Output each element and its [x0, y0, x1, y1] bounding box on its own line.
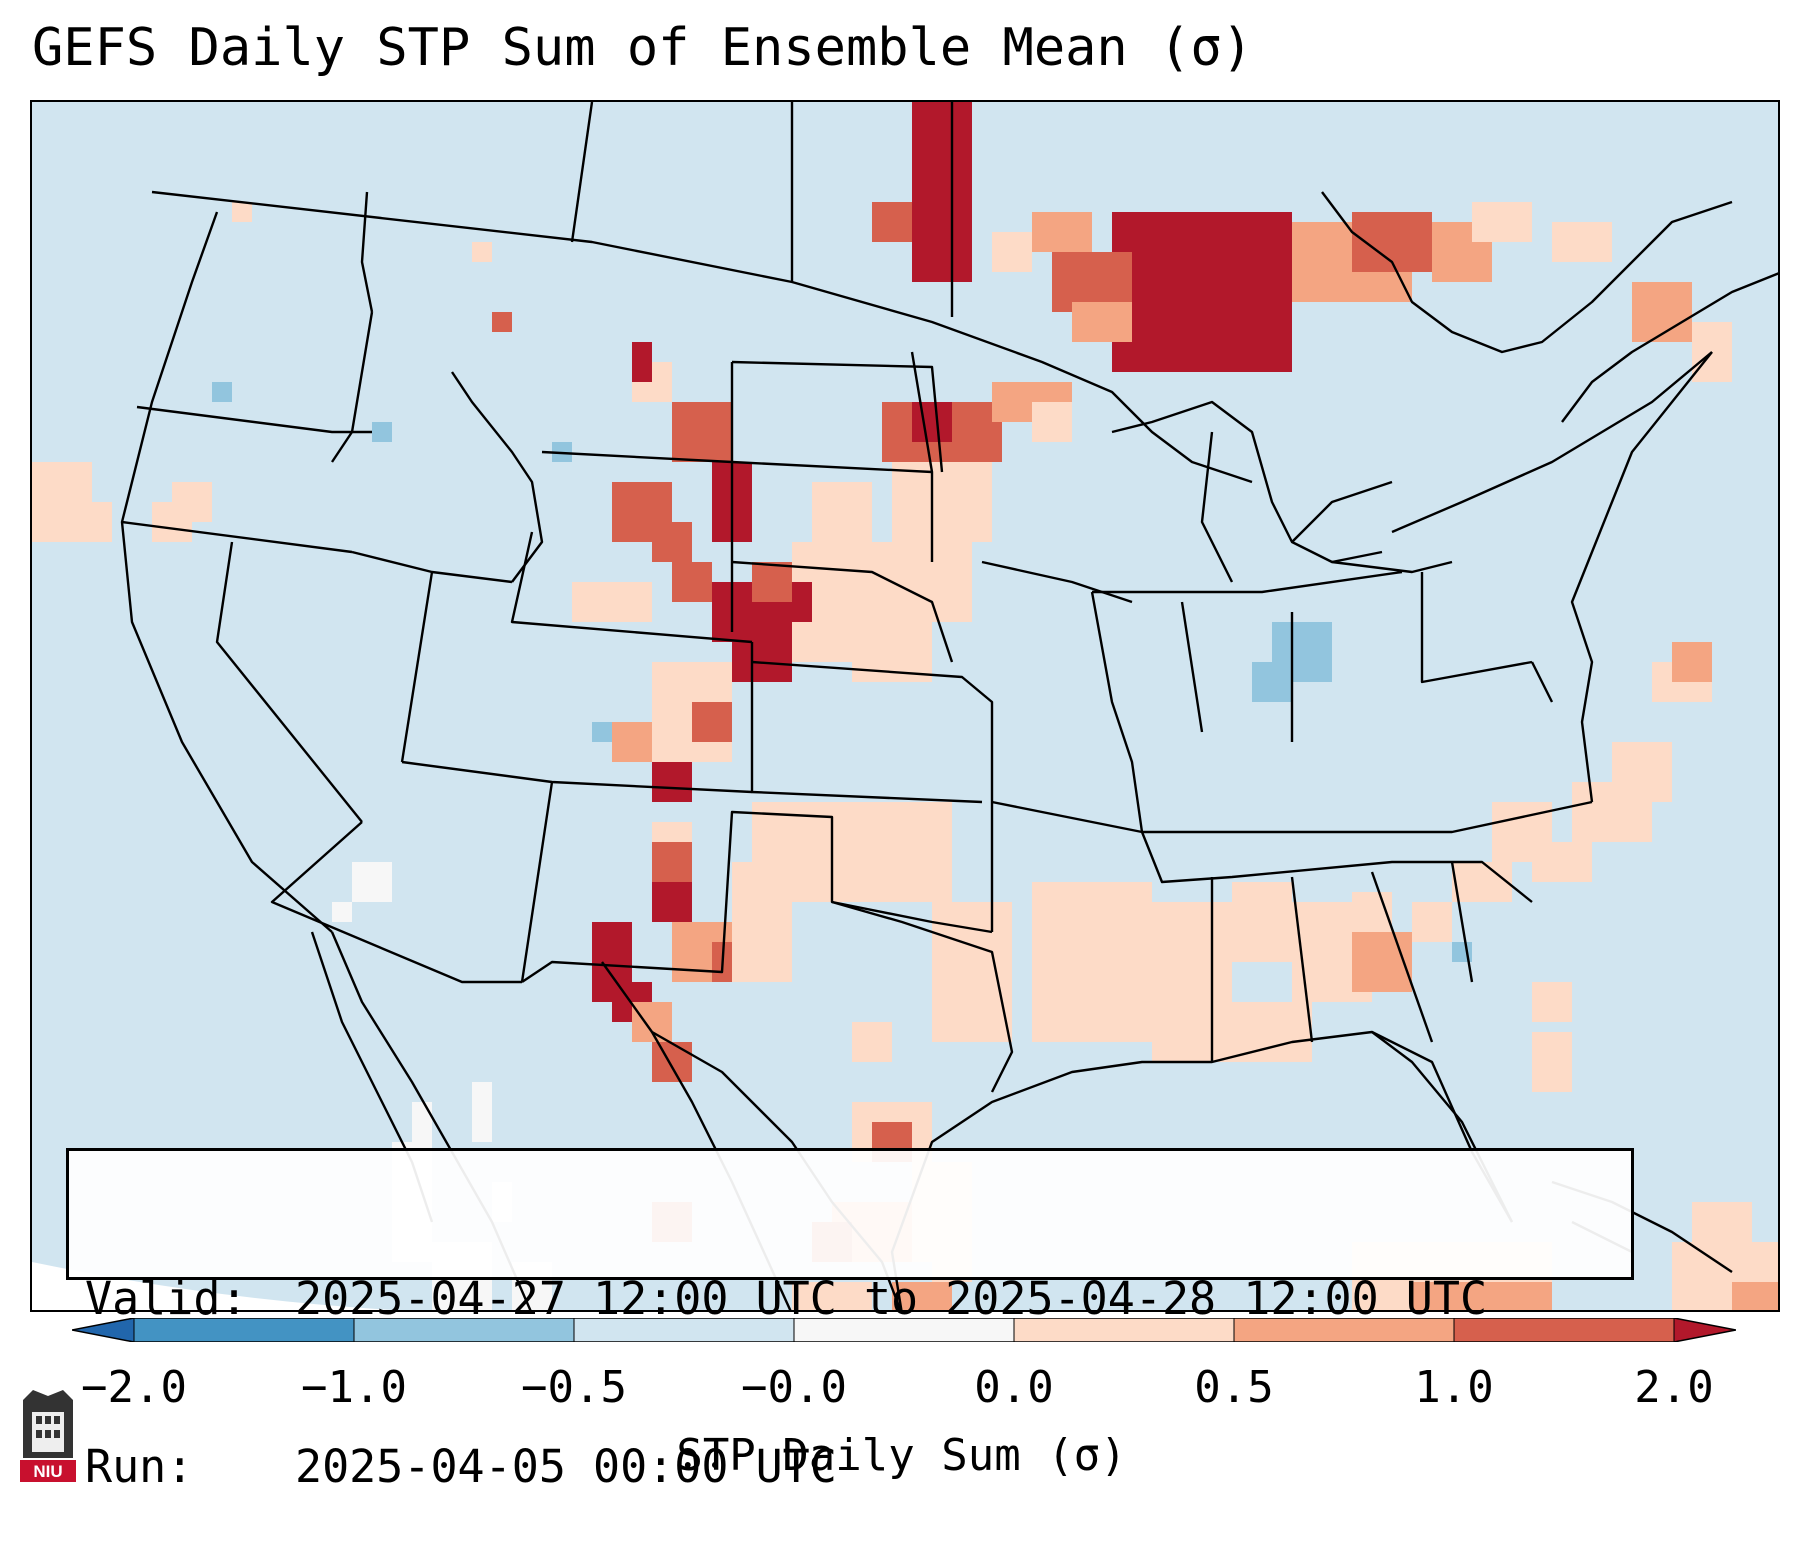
colorbar-bin	[134, 1318, 355, 1342]
stp-cell	[1032, 402, 1072, 442]
stp-cell	[1252, 662, 1292, 702]
stp-cell	[472, 1082, 492, 1142]
stp-cell	[672, 562, 712, 602]
stp-cell	[692, 702, 732, 742]
stp-cell	[1532, 1032, 1572, 1092]
stp-cell	[1532, 982, 1572, 1022]
stp-cell	[1692, 1202, 1752, 1242]
stp-cell	[572, 582, 652, 622]
stp-cell	[472, 242, 492, 262]
projection-edge	[32, 1262, 394, 1310]
colorbar-tick-label: −2.0	[81, 1362, 187, 1413]
stp-cell	[412, 1102, 432, 1142]
stp-cell	[1112, 212, 1292, 372]
stp-cell	[752, 802, 952, 902]
run-row: Run: 2025-04-05 00:00 UTC	[85, 1439, 1615, 1495]
colorbar-tick-label: 0.0	[974, 1362, 1054, 1413]
stp-cell	[1472, 202, 1532, 242]
valid-row: Valid: 2025-04-27 12:00 UTC to 2025-04-28…	[85, 1271, 1615, 1327]
stp-cell	[1352, 932, 1412, 992]
stp-cell	[992, 232, 1032, 272]
colorbar-tick-label: 1.0	[1414, 1362, 1494, 1413]
colorbar-tick-label: −0.5	[521, 1362, 627, 1413]
niu-logo: NIU	[20, 1390, 76, 1482]
colorbar-tick-label: −1.0	[301, 1362, 407, 1413]
stp-cell	[872, 202, 912, 242]
stp-cell	[1552, 222, 1612, 262]
stp-cell	[1452, 862, 1512, 902]
valid-key: Valid:	[85, 1272, 248, 1325]
stp-cell	[1672, 642, 1712, 682]
colorbar-bin	[1234, 1318, 1455, 1342]
colorbar-bin	[1014, 1318, 1235, 1342]
stp-cell	[1632, 282, 1692, 342]
stp-cell	[1232, 1002, 1312, 1062]
colorbar-bin	[574, 1318, 795, 1342]
stp-cell	[1612, 742, 1672, 802]
valid-run-info-box: Valid: 2025-04-27 12:00 UTC to 2025-04-28…	[66, 1148, 1634, 1493]
colorbar-tick-label: 2.0	[1634, 1362, 1714, 1413]
colorbar	[72, 1318, 1736, 1342]
stp-cell	[1152, 902, 1232, 1062]
stp-cell	[332, 902, 352, 922]
stp-cell	[632, 342, 652, 382]
stp-cell	[1072, 302, 1132, 342]
stp-cell	[752, 562, 792, 602]
stp-cell	[912, 102, 972, 282]
stp-cell	[792, 622, 852, 662]
colorbar-bin	[354, 1318, 575, 1342]
stp-cell	[592, 722, 612, 742]
colorbar-bin	[794, 1318, 1015, 1342]
stp-cell	[72, 502, 112, 542]
colorbar-bin	[1454, 1318, 1675, 1342]
stp-cell	[352, 862, 392, 902]
stp-cell	[232, 202, 252, 222]
run-key: Run:	[85, 1440, 194, 1493]
colorbar-label: STP Daily Sum (σ)	[676, 1430, 1127, 1481]
stp-cell	[212, 382, 232, 402]
colorbar-extend-low	[72, 1318, 134, 1342]
map-panel	[30, 100, 1780, 1312]
valid-value: 2025-04-27 12:00 UTC to 2025-04-28 12:00…	[295, 1272, 1488, 1325]
chart-title: GEFS Daily STP Sum of Ensemble Mean (σ)	[32, 18, 1253, 78]
stp-cell	[1732, 1282, 1778, 1310]
stp-cell	[1032, 212, 1092, 252]
stp-cell	[652, 762, 692, 802]
colorbar-tick-label: 0.5	[1194, 1362, 1274, 1413]
colorbar-extend-high	[1674, 1318, 1736, 1342]
stp-cell	[652, 1042, 692, 1082]
stp-cell	[372, 422, 392, 442]
stp-cell	[492, 312, 512, 332]
map-canvas	[32, 102, 1778, 1310]
stp-cell	[632, 1002, 672, 1042]
stp-cell	[792, 1282, 872, 1310]
stp-cell	[672, 402, 732, 462]
stp-cell	[1532, 842, 1592, 882]
stp-cell	[172, 482, 212, 522]
stp-anomaly-cells	[32, 102, 1778, 1310]
colorbar-tick-label: −0.0	[741, 1362, 847, 1413]
stp-cell	[612, 722, 652, 762]
stp-cell	[892, 462, 992, 542]
stp-cell	[652, 882, 692, 922]
stp-cell	[652, 522, 692, 562]
stp-cell	[1032, 882, 1152, 1042]
stp-cell	[1412, 902, 1452, 942]
run-value: 2025-04-05 00:00 UTC	[295, 1440, 837, 1493]
stp-cell	[852, 1022, 892, 1062]
stp-cell	[912, 402, 952, 442]
logo-text: NIU	[33, 1462, 62, 1481]
stp-cell	[1232, 882, 1292, 962]
stp-cell	[912, 542, 972, 622]
stp-cell	[892, 1282, 952, 1310]
stp-cell	[1412, 1282, 1552, 1310]
